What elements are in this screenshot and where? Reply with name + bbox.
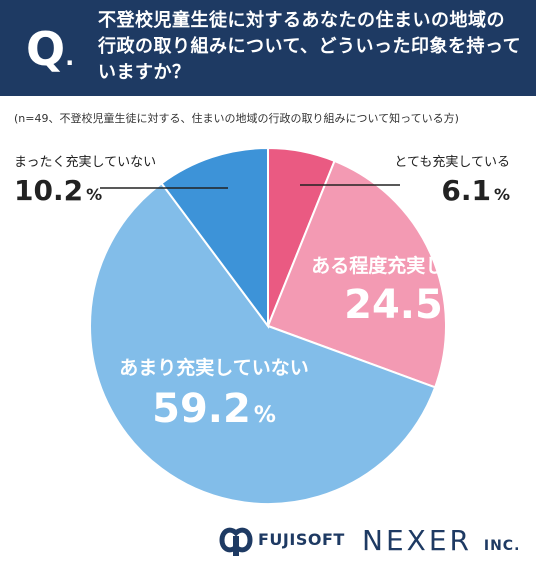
fujisoft-logo-text: FUJISOFT (258, 530, 345, 549)
sample-note: (n=49、不登校児童生徒に対する、住まいの地域の行政の取り組みについて知ってい… (14, 112, 459, 125)
pie-slice-2 (89, 181, 437, 505)
question-line-1: 不登校児童生徒に対するあなたの住まいの地域の (98, 10, 505, 31)
slice-label-3: まったく充実していない (14, 154, 156, 170)
slice-label-2: あまり充実していない (119, 356, 308, 379)
question-line-2: 行政の取り組みについて、どういった印象を持って (98, 36, 522, 57)
question-header: Q. 不登校児童生徒に対するあなたの住まいの地域の 行政の取り組みについて、どう… (0, 0, 536, 96)
q-letter: Q (26, 22, 66, 76)
nexer-logo-text: NEXER (362, 524, 472, 557)
nexer-inc-text: INC. (483, 538, 521, 554)
slice-label-0: とても充実している (394, 154, 510, 170)
slice-label-1: ある程度充実している (311, 254, 500, 277)
slice-value-2: 59.2% (152, 386, 276, 432)
slice-value-3: 10.2% (14, 174, 102, 207)
fujisoft-logo-icon (219, 527, 253, 556)
pie-slice-3 (160, 146, 269, 330)
slice-value-0-unit: % (494, 185, 510, 204)
slice-value-2-unit: % (254, 403, 276, 428)
question-line-3: いますか？ (98, 62, 191, 83)
slice-value-1-number: 24.5 (344, 282, 443, 328)
slice-value-1-unit: % (446, 299, 468, 324)
slice-labels: とても充実している 6.1 % まったく充実していない 10.2 % ある程度充実している 2… (14, 154, 510, 432)
pie-slices (89, 146, 447, 505)
footer-logos: FUJISOFT NEXER INC. (0, 512, 536, 568)
slice-value-3-number: 10.2 (14, 174, 83, 207)
slice-value-0-number: 6.1 (441, 174, 491, 207)
slice-value-2-number: 59.2 (152, 386, 251, 432)
pie-slice-1 (266, 159, 447, 389)
q-mark: Q. (26, 14, 86, 84)
slice-value-3-unit: % (86, 185, 102, 204)
leader-lines (100, 184, 400, 189)
slice-value-1: 24.5% (344, 282, 468, 328)
question-text: 不登校児童生徒に対するあなたの住まいの地域の 行政の取り組みについて、どういった… (98, 8, 526, 86)
nexer-logo: NEXER INC. (362, 524, 520, 557)
slice-value-0: 6.1% (441, 174, 510, 207)
q-dot: . (65, 43, 75, 71)
